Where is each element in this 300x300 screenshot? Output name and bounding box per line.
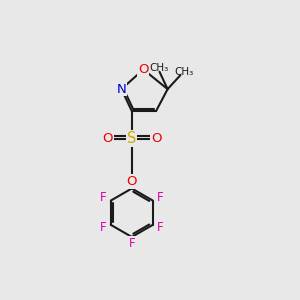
Text: CH₃: CH₃ xyxy=(175,68,194,77)
Text: N: N xyxy=(116,82,126,96)
Text: F: F xyxy=(157,221,164,234)
Text: CH₃: CH₃ xyxy=(149,63,169,73)
Text: O: O xyxy=(138,63,148,76)
Text: F: F xyxy=(100,191,107,204)
Text: O: O xyxy=(151,132,161,145)
Text: O: O xyxy=(127,175,137,188)
Text: F: F xyxy=(157,191,164,204)
Text: O: O xyxy=(102,132,113,145)
Text: F: F xyxy=(128,237,135,250)
Text: S: S xyxy=(127,131,136,146)
Text: F: F xyxy=(100,221,107,234)
